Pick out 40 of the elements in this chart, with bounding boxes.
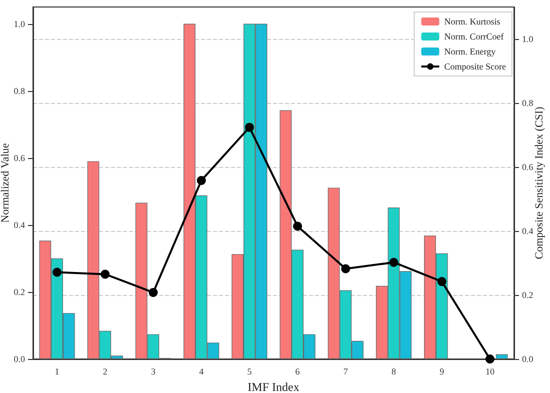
point	[100, 270, 110, 279]
x-tick-label: 4	[199, 366, 204, 376]
point	[437, 277, 446, 286]
point	[196, 176, 206, 185]
x-tick-label: 9	[440, 366, 445, 376]
legend-label: Norm. Kurtosis	[444, 16, 501, 26]
point	[389, 258, 398, 267]
y2-tick-label: 0.0	[522, 354, 534, 364]
y-tick-label: 0.0	[14, 354, 26, 364]
legend-label: Norm. CorrCoef	[444, 32, 504, 42]
y-tick-label: 1.0	[14, 18, 26, 29]
legend-label: Norm. Energy	[444, 46, 496, 56]
x-tick-label: 2	[102, 366, 108, 376]
x-tick-label: 1	[54, 366, 60, 376]
y-tick-label: 0.2	[14, 286, 25, 297]
point	[244, 122, 254, 132]
x-tick-label: 8	[392, 366, 396, 376]
y-tick-label: 0.6	[14, 152, 26, 163]
point	[148, 288, 158, 297]
y2-tick-label: 0.8	[522, 98, 534, 108]
point	[52, 268, 62, 277]
y-tick-label: 0.4	[14, 220, 26, 230]
x-axis-title: IMF Index	[248, 380, 300, 393]
y2-axis-title: Composite Sensitivity Index (CSI)	[534, 106, 546, 260]
x-tick-label: 10	[485, 366, 495, 376]
point	[293, 222, 302, 231]
y2-tick-label: 1.0	[522, 34, 534, 44]
x-tick-label: 3	[151, 366, 156, 376]
bar	[496, 354, 508, 359]
x-tick-label: 7	[343, 366, 348, 376]
x-tick-label: 5	[247, 366, 252, 376]
point	[341, 264, 350, 274]
y2-tick-label: 0.2	[522, 290, 534, 300]
y-axis-title: Normalized Value	[0, 143, 12, 223]
y2-tick-label: 0.6	[522, 162, 534, 172]
y-tick-label: 0.8	[14, 86, 26, 96]
point	[485, 354, 494, 364]
legend-label: Composite Score	[444, 62, 506, 72]
x-tick-label: 6	[295, 366, 300, 376]
y2-tick-label: 0.4	[522, 226, 534, 236]
